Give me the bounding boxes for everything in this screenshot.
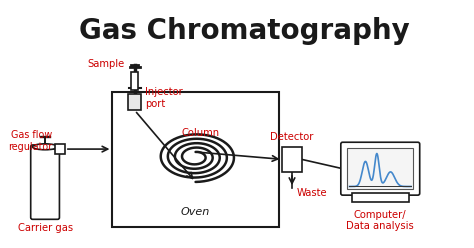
Text: Gas flow
regulator: Gas flow regulator — [9, 130, 53, 152]
Bar — [128, 94, 141, 110]
Text: Computer/
Data analysis: Computer/ Data analysis — [346, 210, 414, 231]
Bar — [131, 72, 138, 90]
FancyBboxPatch shape — [341, 142, 419, 195]
Text: Carrier gas: Carrier gas — [18, 223, 73, 233]
Text: Injector
port: Injector port — [145, 87, 182, 109]
Bar — [55, 144, 65, 154]
Text: Detector: Detector — [270, 132, 314, 142]
Text: Column: Column — [181, 128, 219, 138]
Text: Waste: Waste — [297, 188, 327, 198]
Text: Gas Chromatography: Gas Chromatography — [79, 17, 410, 45]
Text: Sample: Sample — [87, 59, 125, 69]
Text: Oven: Oven — [181, 208, 210, 217]
FancyBboxPatch shape — [31, 145, 59, 219]
Bar — [112, 92, 279, 227]
Bar — [352, 193, 409, 202]
Ellipse shape — [33, 144, 58, 150]
Bar — [347, 148, 413, 189]
Bar — [283, 147, 301, 172]
